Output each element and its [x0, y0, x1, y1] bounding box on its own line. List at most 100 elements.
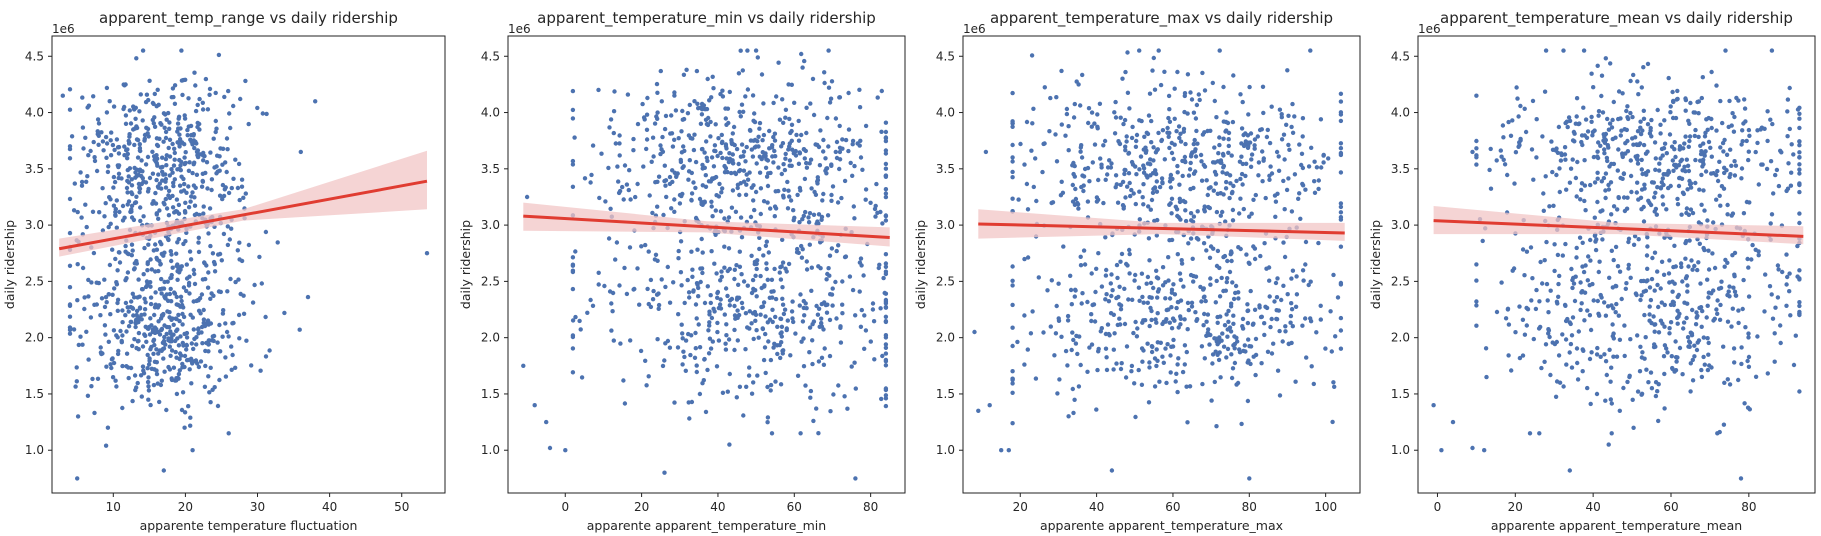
data-point [182, 331, 187, 337]
data-point [709, 249, 714, 254]
data-point [815, 312, 821, 317]
data-point [759, 72, 765, 77]
data-point [1226, 319, 1231, 324]
data-point [1137, 217, 1143, 222]
data-point [1765, 138, 1770, 144]
data-point [1581, 269, 1587, 275]
data-point [1157, 379, 1162, 384]
data-point [1533, 306, 1539, 312]
data-point [655, 110, 660, 115]
data-point [706, 351, 712, 356]
data-point [120, 333, 125, 338]
data-point [762, 345, 768, 350]
data-point [152, 157, 157, 162]
data-point [1123, 167, 1128, 173]
data-point [86, 153, 91, 158]
data-point [1670, 115, 1676, 121]
data-point [1284, 122, 1289, 128]
data-point [1092, 319, 1098, 324]
data-point [67, 314, 73, 319]
data-point [702, 300, 708, 306]
data-point [755, 258, 760, 263]
data-point [1289, 301, 1294, 306]
data-point [1587, 313, 1593, 318]
data-point [127, 132, 132, 137]
data-point [1010, 159, 1015, 164]
data-point [1126, 171, 1132, 176]
data-point [734, 263, 739, 268]
data-point [1136, 367, 1141, 373]
data-point [88, 148, 93, 154]
data-point [200, 107, 206, 112]
data-point [1738, 476, 1744, 481]
data-point [790, 316, 795, 321]
data-point [208, 243, 213, 249]
data-point [608, 206, 613, 211]
data-point [1585, 385, 1590, 391]
data-point [1223, 129, 1228, 134]
data-point [761, 101, 766, 106]
data-point [116, 144, 122, 150]
data-point [521, 363, 526, 368]
data-point [1010, 169, 1015, 175]
data-point [1756, 182, 1762, 187]
data-point [1564, 187, 1569, 192]
data-point [1746, 335, 1751, 340]
data-point [1253, 192, 1259, 198]
data-point [618, 341, 623, 346]
data-point [680, 331, 685, 336]
data-point [1609, 212, 1614, 217]
data-point [679, 322, 684, 327]
data-point [1231, 183, 1236, 189]
data-point [1290, 268, 1296, 273]
data-point [1121, 206, 1126, 211]
data-point [883, 314, 889, 319]
data-point [757, 120, 763, 126]
x-axis-label: apparente apparent_temperature_min [587, 518, 826, 533]
data-point [1746, 157, 1751, 163]
data-point [67, 144, 73, 149]
data-point [1149, 118, 1154, 124]
data-point [237, 336, 242, 341]
data-point [686, 400, 691, 405]
data-point [1692, 354, 1697, 359]
data-point [738, 168, 743, 173]
data-point [1080, 72, 1085, 78]
data-point [1789, 142, 1794, 147]
data-point [207, 206, 213, 211]
data-point [159, 186, 164, 191]
data-point [123, 300, 129, 306]
data-point [1797, 116, 1802, 121]
data-point [1609, 431, 1614, 436]
data-point [1675, 355, 1680, 360]
data-point [883, 252, 889, 257]
data-point [1169, 305, 1174, 310]
data-point [792, 100, 797, 106]
data-point [1542, 258, 1547, 263]
data-point [209, 187, 214, 193]
data-point [1333, 334, 1338, 339]
data-point [1797, 105, 1802, 111]
data-point [761, 300, 767, 305]
data-point [617, 283, 622, 288]
x-tick-label: 20 [634, 500, 649, 514]
data-point [1626, 262, 1632, 268]
data-point [1689, 333, 1695, 338]
data-point [789, 122, 795, 128]
data-point [1536, 326, 1542, 331]
data-point [1298, 216, 1303, 221]
data-point [644, 137, 650, 142]
data-point [589, 172, 594, 178]
data-point [1163, 346, 1168, 351]
data-point [679, 283, 684, 288]
data-point [765, 277, 770, 282]
data-point [758, 211, 763, 217]
data-point [1204, 178, 1209, 183]
data-point [1297, 191, 1302, 196]
data-point [609, 301, 614, 306]
data-point [1670, 289, 1675, 294]
data-point [1788, 183, 1794, 188]
data-point [131, 127, 136, 132]
data-point [693, 159, 699, 165]
data-point [664, 194, 669, 200]
